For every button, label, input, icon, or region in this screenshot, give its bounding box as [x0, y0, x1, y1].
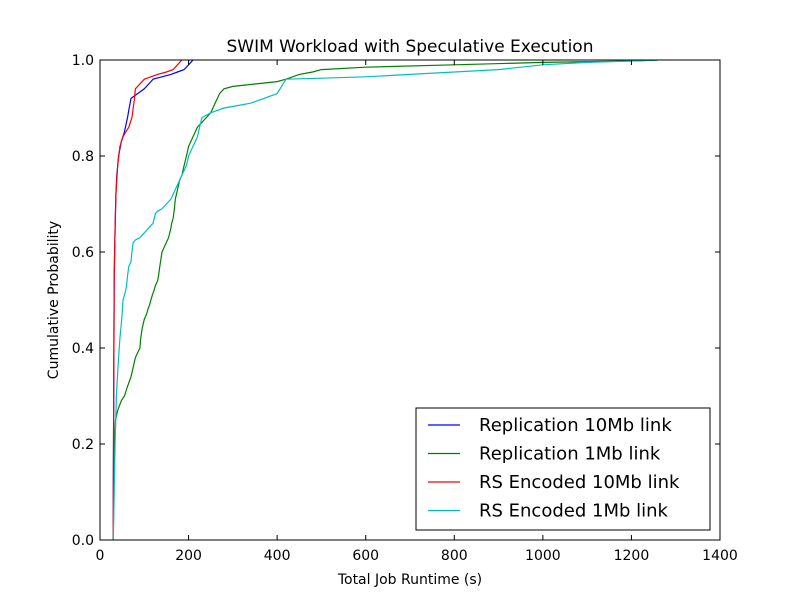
x-tick-label-5: 1000	[525, 548, 561, 564]
plot-frame	[99, 59, 721, 541]
y-tick-label-3: 0.6	[72, 245, 94, 261]
x-tick-label-6: 1200	[614, 548, 650, 564]
x-tick-label-3: 600	[352, 548, 379, 564]
legend-label-2: Replication 1Mb link	[479, 444, 661, 465]
legend-label-3: RS Encoded 10Mb link	[479, 472, 680, 493]
legend-label-1: Replication 10Mb link	[479, 415, 672, 436]
legend: Replication 10Mb link Replication 1Mb lin…	[415, 407, 711, 531]
series-line-3	[112, 60, 183, 540]
y-tick-label-1: 0.2	[72, 437, 94, 453]
chart-title: SWIM Workload with Speculative Execution	[227, 37, 594, 57]
legend-box	[415, 407, 711, 531]
series-line-2	[112, 60, 659, 540]
y-tick-label-0: 0.0	[72, 533, 94, 549]
x-tick-label-1: 200	[175, 548, 202, 564]
x-tick-label-0: 0	[96, 548, 105, 564]
y-tick-label-4: 0.8	[72, 149, 94, 165]
y-tick-label-5: 1.0	[72, 53, 94, 69]
series-line-4	[112, 60, 659, 540]
y-axis-label: Cumulative Probability	[46, 221, 62, 379]
x-tick-label-4: 800	[441, 548, 468, 564]
x-tick-label-7: 1400	[702, 548, 738, 564]
x-tick-label-2: 400	[264, 548, 291, 564]
x-axis-label: Total Job Runtime (s)	[337, 572, 482, 588]
plot-area: 0 200 400 600 800 1000 1200 1400 0.0 0.2 0.4 0.6 0.8…	[72, 53, 738, 564]
legend-label-4: RS Encoded 1Mb link	[479, 501, 669, 522]
y-tick-label-2: 0.4	[72, 341, 94, 357]
